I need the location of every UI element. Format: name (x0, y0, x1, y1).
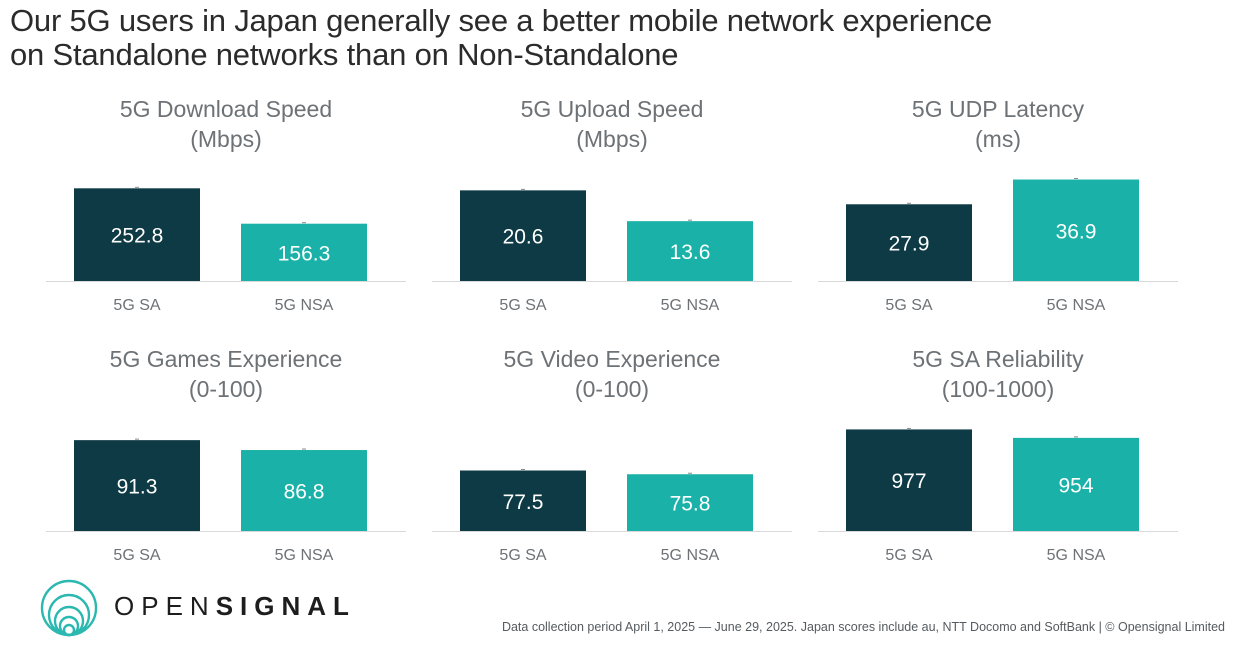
bar-5g-sa (846, 204, 972, 281)
bar-5g-nsa (241, 223, 367, 281)
bar-5g-sa (460, 470, 586, 531)
x-tick-label: 5G SA (113, 547, 160, 564)
bar-value-label: 77.5 (503, 491, 544, 514)
opensignal-wordmark: OPENSIGNAL (114, 591, 356, 622)
chart-title-text: 5G Download Speed (119, 96, 333, 122)
chart-subtitle-units: (ms) (975, 126, 1021, 152)
x-tick-label: 5G NSA (275, 547, 334, 564)
bar-5g-nsa (1013, 179, 1139, 281)
chart-title-text: 5G Video Experience (503, 346, 721, 372)
opensignal-logo-icon (40, 579, 98, 637)
chart-panel: 5G Download Speed (Mbps) 252.8 5G SA 156.3 5G… (46, 94, 406, 324)
bar-chart: 77.5 5G SA 75.8 5G NSA (432, 469, 792, 564)
slide-title-line-1: Our 5G users in Japan generally see a be… (10, 3, 992, 38)
x-tick-label: 5G NSA (1047, 547, 1106, 564)
chart-title-text: 5G Upload Speed (520, 96, 704, 122)
chart-subtitle-units: (Mbps) (190, 126, 262, 152)
bar-5g-nsa (241, 450, 367, 531)
chart-title: 5G Upload Speed (Mbps) (432, 94, 792, 154)
bar-value-label: 91.3 (117, 476, 158, 499)
bar-value-label: 27.9 (889, 233, 930, 256)
chart-title-text: 5G UDP Latency (911, 96, 1085, 122)
chart-title-text: 5G SA Reliability (912, 346, 1084, 372)
chart-panel: 5G SA Reliability (100-1000) 977 5G SA 954 5G… (818, 344, 1178, 574)
chart-subtitle-units: (Mbps) (576, 126, 648, 152)
bar-value-label: 954 (1058, 474, 1093, 497)
bar-5g-sa (460, 190, 586, 281)
chart-subtitle-units: (0-100) (188, 376, 264, 402)
chart-panel: 5G Games Experience (0-100) 91.3 5G SA 86.8 5… (46, 344, 406, 574)
bar-value-label: 156.3 (278, 242, 331, 265)
chart-panel: 5G Upload Speed (Mbps) 20.6 5G SA 13.6 5G NSA (432, 94, 792, 324)
bar-5g-nsa (1013, 437, 1139, 531)
x-tick-label: 5G SA (885, 547, 932, 564)
chart-title-text: 5G Games Experience (109, 346, 343, 372)
chart-subtitle-units: (100-1000) (941, 376, 1055, 402)
slide-title: Our 5G users in Japan generally see a be… (10, 4, 992, 72)
x-tick-label: 5G SA (113, 297, 160, 314)
bar-chart: 977 5G SA 954 5G NSA (818, 427, 1178, 564)
x-tick-label: 5G NSA (661, 297, 720, 314)
chart-title: 5G SA Reliability (100-1000) (818, 344, 1178, 404)
x-tick-label: 5G NSA (661, 547, 720, 564)
x-tick-label: 5G NSA (1047, 297, 1106, 314)
bar-chart: 20.6 5G SA 13.6 5G NSA (432, 188, 792, 314)
bar-value-label: 75.8 (670, 493, 711, 516)
footer-source-note: Data collection period April 1, 2025 — J… (501, 620, 1225, 634)
bar-value-label: 252.8 (111, 225, 164, 248)
bar-value-label: 13.6 (670, 241, 711, 264)
x-tick-label: 5G SA (885, 297, 932, 314)
chart-title: 5G Games Experience (0-100) (46, 344, 406, 404)
slide-title-line-2: on Standalone networks than on Non-Stand… (10, 37, 679, 72)
x-tick-label: 5G SA (499, 297, 546, 314)
x-tick-label: 5G NSA (275, 297, 334, 314)
bar-5g-sa (74, 440, 200, 531)
bar-5g-sa (74, 188, 200, 281)
chart-title: 5G Download Speed (Mbps) (46, 94, 406, 154)
bar-5g-nsa (627, 221, 753, 281)
chart-panel: 5G Video Experience (0-100) 77.5 5G SA 75.8 5… (432, 344, 792, 574)
bar-value-label: 86.8 (284, 481, 325, 504)
bar-chart: 91.3 5G SA 86.8 5G NSA (46, 438, 406, 564)
bar-5g-sa (846, 429, 972, 531)
chart-panel: 5G UDP Latency (ms) 27.9 5G SA 36.9 5G NSA (818, 94, 1178, 324)
chart-subtitle-units: (0-100) (574, 376, 650, 402)
bar-chart: 27.9 5G SA 36.9 5G NSA (818, 178, 1178, 314)
chart-title: 5G UDP Latency (ms) (818, 94, 1178, 154)
wordmark-open: OPEN (114, 591, 216, 621)
x-tick-label: 5G SA (499, 547, 546, 564)
chart-title: 5G Video Experience (0-100) (432, 344, 792, 404)
bar-value-label: 36.9 (1056, 220, 1097, 243)
bar-value-label: 977 (891, 470, 926, 493)
bar-value-label: 20.6 (503, 226, 544, 249)
bar-chart: 252.8 5G SA 156.3 5G NSA (46, 186, 406, 314)
wordmark-signal: SIGNAL (215, 591, 356, 621)
bar-5g-nsa (627, 474, 753, 531)
